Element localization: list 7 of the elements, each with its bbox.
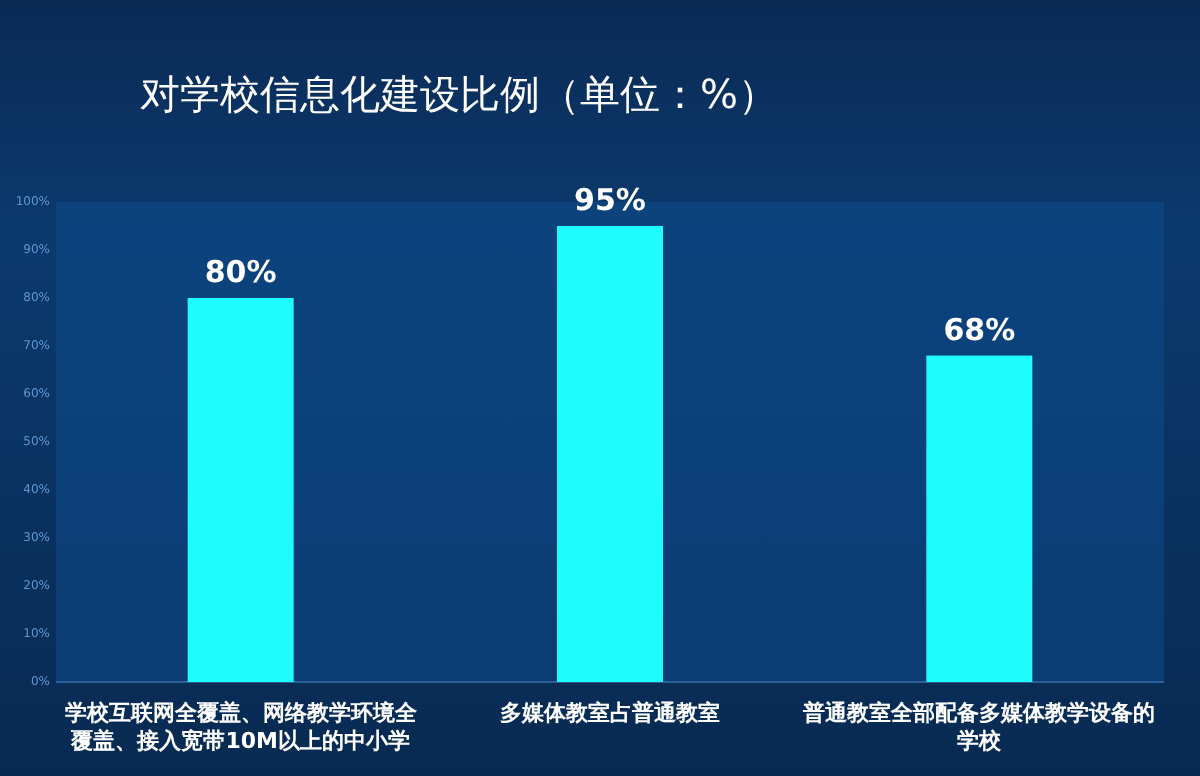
data-label: 68% [943,311,1016,348]
data-label: 80% [204,254,277,290]
x-tick-label: 学校互联网全覆盖、网络教学环境全覆盖、接入宽带10M以上的中小学 [62,700,419,756]
data-label: 95% [574,182,646,218]
x-tick-label: 普通教室全部配备多媒体教学设备的学校 [801,700,1158,756]
chart-title: 对学校信息化建设比例（单位：%） [140,68,779,122]
x-tick-label: 多媒体教室占普通教室 [498,700,722,728]
